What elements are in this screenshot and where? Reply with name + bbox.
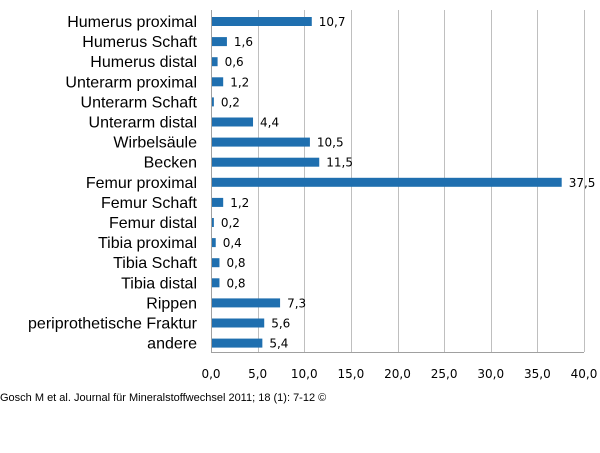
value-label: 10,5 — [317, 136, 344, 150]
value-label: 0,8 — [226, 256, 245, 270]
category-label: Femur Schaft — [101, 195, 198, 212]
category-label: Tibia proximal — [98, 235, 197, 252]
bar-tibia-distal — [212, 278, 220, 288]
bar-humerus-schaft — [212, 37, 227, 47]
category-label: Tibia distal — [121, 275, 197, 292]
value-label: 1,6 — [234, 35, 253, 49]
category-label: Unterarm distal — [89, 115, 197, 132]
bar-unterarm-proximal — [212, 77, 224, 87]
category-label: Unterarm Schaft — [81, 94, 198, 111]
value-label: 0,4 — [223, 236, 242, 250]
category-label: Humerus proximal — [67, 14, 197, 31]
x-tick-label: 30,0 — [477, 367, 504, 381]
value-label: 5,4 — [269, 337, 288, 351]
x-tick-label: 15,0 — [338, 367, 365, 381]
x-tick-label: 35,0 — [524, 367, 551, 381]
x-tick-label: 0,0 — [201, 367, 220, 381]
category-label: Rippen — [146, 295, 197, 312]
x-tick-label: 40,0 — [571, 367, 598, 381]
bar-becken — [212, 157, 320, 167]
value-label: 1,2 — [230, 196, 249, 210]
value-label: 0,2 — [221, 216, 240, 230]
category-label: Tibia Schaft — [113, 255, 197, 272]
category-label: periprothetische Fraktur — [28, 316, 198, 333]
category-label: Becken — [144, 155, 197, 172]
value-labels: 10,7 1,6 0,6 1,2 0,2 4,4 10,5 11,5 37,5 1,2 0,2 0,4… — [221, 15, 596, 351]
value-label: 11,5 — [326, 156, 353, 170]
value-label: 0,8 — [226, 276, 245, 290]
value-label: 10,7 — [319, 15, 346, 29]
bar-wirbelsäule — [212, 137, 310, 147]
value-label: 4,4 — [260, 116, 279, 130]
category-label: andere — [147, 336, 197, 353]
value-label: 0,2 — [221, 95, 240, 109]
x-tick-label: 10,0 — [291, 367, 318, 381]
x-tick-label: 20,0 — [384, 367, 411, 381]
x-tick-label: 25,0 — [431, 367, 458, 381]
bar-humerus-distal — [212, 57, 218, 67]
category-label: Femur distal — [109, 215, 197, 232]
category-label: Femur proximal — [86, 175, 197, 192]
category-label: Wirbelsäule — [113, 135, 197, 152]
category-labels: Humerus proximal Humerus Schaft Humerus di… — [28, 14, 198, 353]
value-label: 37,5 — [569, 176, 596, 190]
value-label: 5,6 — [271, 317, 290, 331]
bar-unterarm-schaft — [212, 97, 214, 107]
value-label: 0,6 — [225, 55, 244, 69]
bar-femur-distal — [212, 218, 214, 227]
bar-rippen — [212, 298, 281, 308]
x-axis-ticks: 0,0 5,0 10,0 15,0 20,0 25,0 30,0 35,0 40,0 — [201, 367, 597, 381]
bar-femur-proximal — [212, 177, 562, 187]
bar-periprothetische-fraktur — [212, 318, 265, 328]
bar-humerus-proximal — [212, 17, 312, 26]
value-label: 7,3 — [287, 296, 306, 310]
x-tick-label: 5,0 — [248, 367, 267, 381]
bar-femur-schaft — [212, 197, 224, 207]
bar-andere — [212, 338, 263, 348]
bars — [212, 17, 562, 348]
bar-tibia-schaft — [212, 258, 220, 268]
source-citation: Gosch M et al. Journal für Mineralstoffw… — [0, 392, 327, 404]
bar-tibia-proximal — [212, 238, 216, 248]
category-label: Humerus distal — [90, 54, 197, 71]
category-label: Humerus Schaft — [82, 34, 197, 51]
value-label: 1,2 — [230, 75, 249, 89]
category-label: Unterarm proximal — [65, 74, 197, 91]
horizontal-bar-chart: Humerus proximal Humerus Schaft Humerus di… — [28, 10, 597, 381]
bar-unterarm-distal — [212, 117, 254, 127]
